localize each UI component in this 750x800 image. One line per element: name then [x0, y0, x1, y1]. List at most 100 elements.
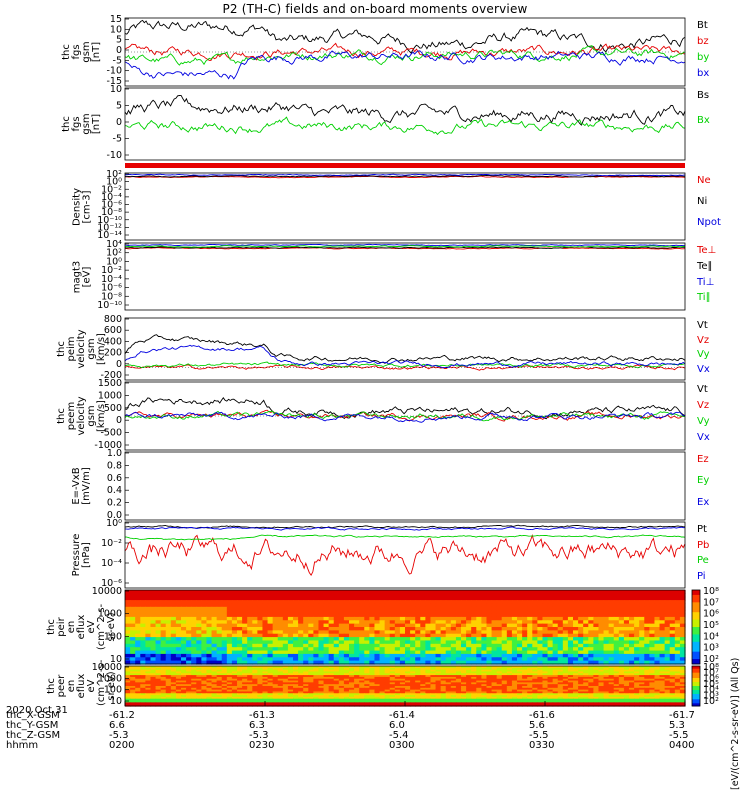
- heatmap-cell: [211, 702, 218, 705]
- heatmap-cell: [461, 637, 467, 642]
- heatmap-cell: [379, 653, 386, 658]
- heatmap-cell: [445, 603, 452, 608]
- heatmap-cell: [247, 682, 253, 685]
- heatmap-cell: [405, 700, 411, 703]
- heatmap-cell: [165, 640, 172, 645]
- heatmap-cell: [242, 675, 248, 678]
- heatmap-cell: [252, 704, 258, 707]
- heatmap-cell: [354, 653, 360, 658]
- heatmap-cell: [130, 666, 136, 669]
- heatmap-cell: [445, 657, 452, 662]
- heatmap-cell: [674, 687, 681, 691]
- heatmap-cell: [603, 671, 610, 674]
- heatmap-cell: [471, 669, 477, 673]
- heatmap-cell: [450, 680, 457, 683]
- heatmap-cell: [359, 613, 365, 618]
- heatmap-cell: [466, 667, 472, 671]
- heatmap-cell: [389, 657, 396, 662]
- heatmap-cell: [491, 593, 498, 598]
- heatmap-cell: [186, 704, 192, 707]
- heatmap-cell: [664, 686, 671, 689]
- heatmap-cell: [359, 650, 365, 655]
- heatmap-cell: [206, 698, 213, 702]
- heatmap-cell: [669, 673, 676, 676]
- heatmap-cell: [323, 680, 330, 683]
- heatmap-cell: [588, 647, 594, 652]
- heatmap-cell: [557, 630, 564, 635]
- heatmap-cell: [552, 627, 559, 631]
- heatmap-cell: [562, 682, 569, 685]
- heatmap-cell: [374, 643, 381, 648]
- heatmap-cell: [282, 698, 289, 702]
- heatmap-cell: [231, 691, 238, 694]
- heatmap-cell: [237, 693, 243, 696]
- heatmap-cell: [226, 603, 233, 608]
- heatmap-cell: [410, 643, 416, 648]
- heatmap-cell: [603, 695, 610, 698]
- heatmap-cell: [318, 696, 325, 700]
- heatmap-cell: [226, 689, 233, 693]
- heatmap-cell: [450, 596, 457, 601]
- heatmap-cell: [364, 698, 370, 702]
- heatmap-cell: [140, 603, 146, 608]
- heatmap-cell: [537, 600, 544, 605]
- heatmap-cell: [165, 686, 172, 689]
- heatmap-cell: [252, 689, 258, 693]
- heatmap-cell: [226, 698, 233, 702]
- heatmap-cell: [634, 676, 640, 680]
- heatmap-cell: [659, 680, 666, 683]
- heatmap-cell: [669, 700, 676, 703]
- heatmap-cell: [323, 687, 330, 691]
- heatmap-cell: [125, 673, 131, 676]
- heatmap-cell: [654, 675, 661, 678]
- heatmap-cell: [130, 653, 136, 658]
- heatmap-cell: [476, 671, 482, 674]
- heatmap-cell: [598, 680, 605, 683]
- heatmap-cell: [557, 682, 564, 685]
- heatmap-cell: [496, 653, 503, 658]
- heatmap-cell: [364, 620, 370, 625]
- panel-frame: [124, 242, 686, 311]
- heatmap-cell: [532, 627, 538, 631]
- heatmap-cell: [338, 698, 345, 702]
- heatmap-cell: [588, 686, 594, 689]
- heatmap-cell: [603, 687, 610, 691]
- heatmap-cell: [471, 606, 477, 611]
- heatmap-cell: [517, 698, 523, 702]
- heatmap-cell: [145, 650, 152, 655]
- heatmap-cell: [277, 610, 284, 615]
- heatmap-cell: [186, 637, 192, 642]
- heatmap-cell: [160, 680, 167, 683]
- heatmap-cell: [384, 704, 391, 707]
- heatmap-cell: [547, 630, 554, 635]
- heatmap-cell: [399, 693, 406, 696]
- heatmap-cell: [201, 700, 208, 703]
- heatmap-cell: [318, 687, 325, 691]
- heatmap-cell: [425, 647, 432, 652]
- heatmap-cell: [435, 671, 442, 674]
- heatmap-cell: [674, 695, 681, 698]
- heatmap-cell: [201, 600, 208, 605]
- heatmap-cell: [277, 620, 284, 625]
- heatmap-cell: [547, 667, 554, 671]
- heatmap-cell: [226, 693, 233, 696]
- heatmap-cell: [165, 647, 172, 652]
- heatmap-cell: [542, 623, 549, 628]
- heatmap-cell: [430, 606, 437, 611]
- heatmap-cell: [211, 693, 218, 696]
- heatmap-cell: [231, 704, 238, 707]
- heatmap-cell: [242, 640, 248, 645]
- heatmap-cell: [593, 673, 600, 676]
- heatmap-cell: [211, 660, 218, 665]
- heatmap-cell: [623, 627, 630, 631]
- heatmap-cell: [613, 696, 620, 700]
- heatmap-cell: [461, 600, 467, 605]
- heatmap-cell: [415, 691, 421, 694]
- heatmap-cell: [440, 675, 447, 678]
- heatmap-cell: [608, 671, 615, 674]
- heatmap-cell: [471, 616, 477, 621]
- heatmap-cell: [542, 620, 549, 625]
- heatmap-cell: [191, 695, 197, 698]
- heatmap-cell: [293, 620, 299, 625]
- heatmap-cell: [257, 684, 264, 687]
